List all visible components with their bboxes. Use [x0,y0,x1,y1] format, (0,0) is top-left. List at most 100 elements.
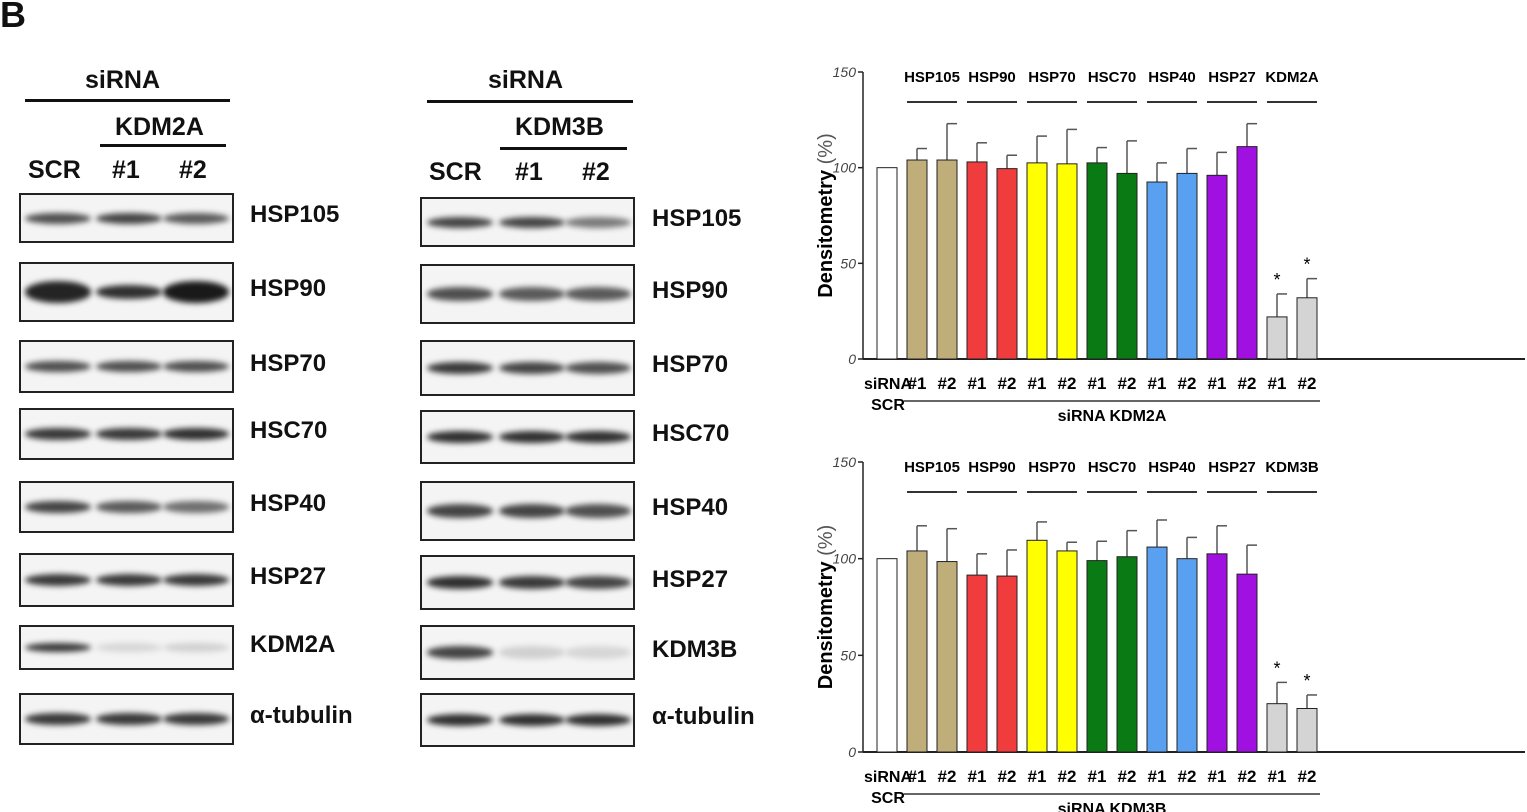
blot-row-label: HSP70 [652,351,729,378]
bar [1146,546,1168,753]
bar [1116,556,1138,753]
bar [996,168,1018,360]
x-tick-label: #1 [1208,767,1227,786]
x-tick-label: #2 [1298,374,1317,393]
x-tick-label: #1 [908,374,927,393]
x-tick-label: #2 [1118,767,1137,786]
blot-1-kdm2a [19,625,234,670]
control-label-scr: SCR [871,790,905,807]
significance-marker: * [1273,658,1280,678]
bar [966,161,988,360]
significance-marker: * [1303,255,1310,275]
bar [1026,162,1048,360]
band [499,287,565,301]
bar [1206,174,1228,360]
band [163,713,229,725]
blot-row-label: KDM2A [250,630,336,658]
band [25,212,91,224]
x-tick-label: #2 [1178,374,1197,393]
group-label: HSP105 [904,459,960,476]
bar [1296,708,1318,753]
group-label: HSP40 [1148,459,1196,476]
y-axis-label: Densitometry (%) [815,133,837,297]
x-tick-label: #2 [1238,374,1257,393]
group-label: KDM2A [1265,69,1319,86]
bar [1056,550,1078,753]
group-label: HSP70 [1028,459,1076,476]
blot-2-hsp70 [420,340,635,396]
bar [1236,146,1258,360]
group-label: KDM3B [1265,459,1319,476]
x-tick-label: #1 [1208,374,1227,393]
bar [996,575,1018,753]
blot-2--tubulin [420,693,635,747]
band [96,642,162,653]
y-tick-label: 100 [833,551,857,567]
control-label-scr: SCR [871,397,905,414]
band [565,714,631,726]
band [499,216,565,228]
bar [1266,316,1288,360]
group-caption: siRNA KDM2A [1058,408,1167,425]
blot2-lane-2: #2 [582,158,610,186]
group-label: HSP27 [1208,69,1256,86]
x-tick-label: #1 [1268,374,1287,393]
band [499,714,565,726]
x-tick-label: #1 [1268,767,1287,786]
x-tick-label: #2 [1178,767,1197,786]
band [163,281,229,303]
x-tick-label: #2 [1238,767,1257,786]
blot-row-label: HSP90 [652,277,729,304]
group-label: HSP40 [1148,69,1196,86]
bar [906,550,928,753]
control-label-siRNA: siRNA [864,769,912,786]
band [96,574,162,586]
x-tick-label: #1 [1088,374,1107,393]
band [25,574,91,586]
blot-row-label: HSC70 [250,417,328,444]
bar [1086,162,1108,360]
band [96,360,162,373]
band [427,646,493,659]
band [163,642,229,653]
bar [1146,181,1168,360]
band [565,504,631,518]
band [25,642,91,653]
group-label: HSC70 [1088,459,1136,476]
band [427,431,493,443]
band [25,713,91,725]
bar [906,159,928,360]
band [25,281,91,303]
blot-row-label: HSP90 [250,275,327,302]
x-tick-label: #2 [998,374,1017,393]
x-tick-label: #2 [938,767,957,786]
x-tick-label: #2 [1118,374,1137,393]
bar [1086,560,1108,753]
blot-2-hsc70 [420,410,635,464]
y-tick-label: 150 [833,64,857,80]
blot-row-label: α-tubulin [652,703,755,730]
band [163,428,229,440]
band [499,504,565,518]
bar [936,159,958,360]
panel-label: B [0,0,26,35]
blot2-header: siRNA [488,66,564,94]
blot-row-label: HSP70 [250,349,327,377]
y-tick-label: 50 [840,647,856,663]
blot2-lane-scr: SCR [429,158,482,186]
band [565,287,631,301]
y-tick-label: 150 [833,454,857,470]
band [499,361,565,375]
band [96,285,162,299]
blot-2-hsp90 [420,264,635,324]
significance-marker: * [1303,671,1310,691]
x-tick-label: #2 [998,767,1017,786]
x-tick-label: #1 [968,767,987,786]
y-tick-label: 0 [848,744,856,760]
blot2-header-line [427,100,633,103]
group-caption: siRNA KDM3B [1058,801,1167,812]
band [565,576,631,589]
bar [1176,172,1198,360]
y-axis-label: Densitometry (%) [815,525,837,689]
